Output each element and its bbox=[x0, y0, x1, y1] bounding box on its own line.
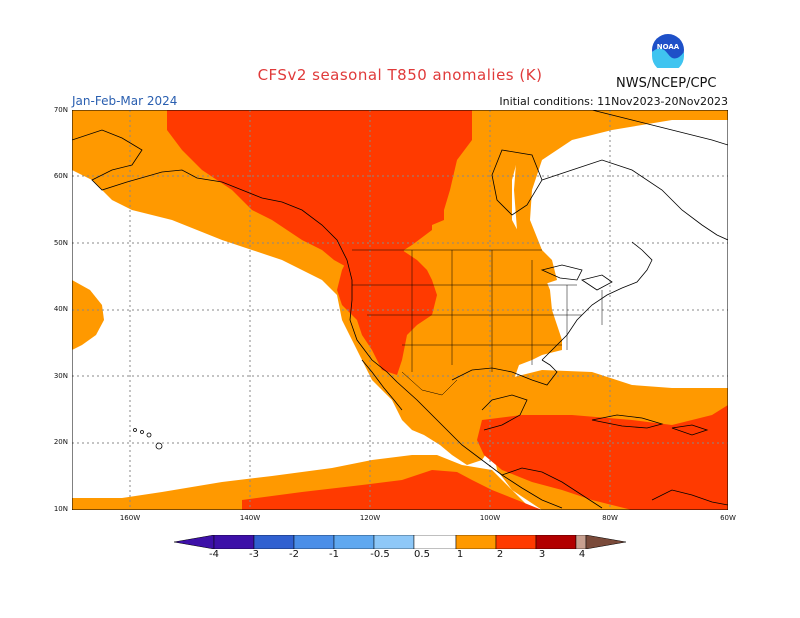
initial-conditions-label: Initial conditions: 11Nov2023-20Nov2023 bbox=[499, 95, 728, 108]
lat-label-70n: 70N bbox=[53, 106, 68, 114]
colorbar-label: -4 bbox=[209, 549, 219, 560]
lat-label-60n: 60N bbox=[53, 172, 68, 180]
colorbar bbox=[174, 535, 626, 549]
political-borders bbox=[352, 249, 603, 396]
lat-label-30n: 30N bbox=[53, 372, 68, 380]
lon-label-80w: 80W bbox=[602, 514, 618, 522]
colorbar-label: 2 bbox=[496, 549, 504, 560]
lon-label-60w: 60W bbox=[720, 514, 736, 522]
svg-text:NOAA: NOAA bbox=[657, 43, 680, 51]
lon-label-140w: 140W bbox=[239, 514, 261, 522]
lat-label-10n: 10N bbox=[53, 505, 68, 513]
colorbar-label: -3 bbox=[249, 549, 259, 560]
colorbar-label: 3 bbox=[538, 549, 546, 560]
colorbar-label: -0.5 bbox=[370, 549, 390, 560]
hawaii-islands bbox=[133, 428, 163, 450]
colorbar-label: -1 bbox=[329, 549, 339, 560]
lat-label-40n: 40N bbox=[53, 305, 68, 313]
noaa-logo: NOAA bbox=[651, 32, 685, 68]
colorbar-label: 0.5 bbox=[414, 549, 430, 560]
coastlines bbox=[72, 110, 728, 509]
period-label: Jan-Feb-Mar 2024 bbox=[72, 94, 178, 108]
lon-label-100w: 100W bbox=[479, 514, 501, 522]
lon-label-160w: 160W bbox=[119, 514, 141, 522]
colorbar-label: -2 bbox=[289, 549, 299, 560]
lon-label-120w: 120W bbox=[359, 514, 381, 522]
colorbar-label: 4 bbox=[578, 549, 586, 560]
lat-label-50n: 50N bbox=[53, 239, 68, 247]
graticule bbox=[72, 110, 728, 510]
agency-label: NWS/NCEP/CPC bbox=[616, 76, 717, 91]
lat-label-20n: 20N bbox=[53, 438, 68, 446]
chart-title: CFSv2 seasonal T850 anomalies (K) bbox=[257, 66, 543, 84]
map-frame bbox=[72, 110, 728, 510]
colorbar-label: 1 bbox=[456, 549, 464, 560]
